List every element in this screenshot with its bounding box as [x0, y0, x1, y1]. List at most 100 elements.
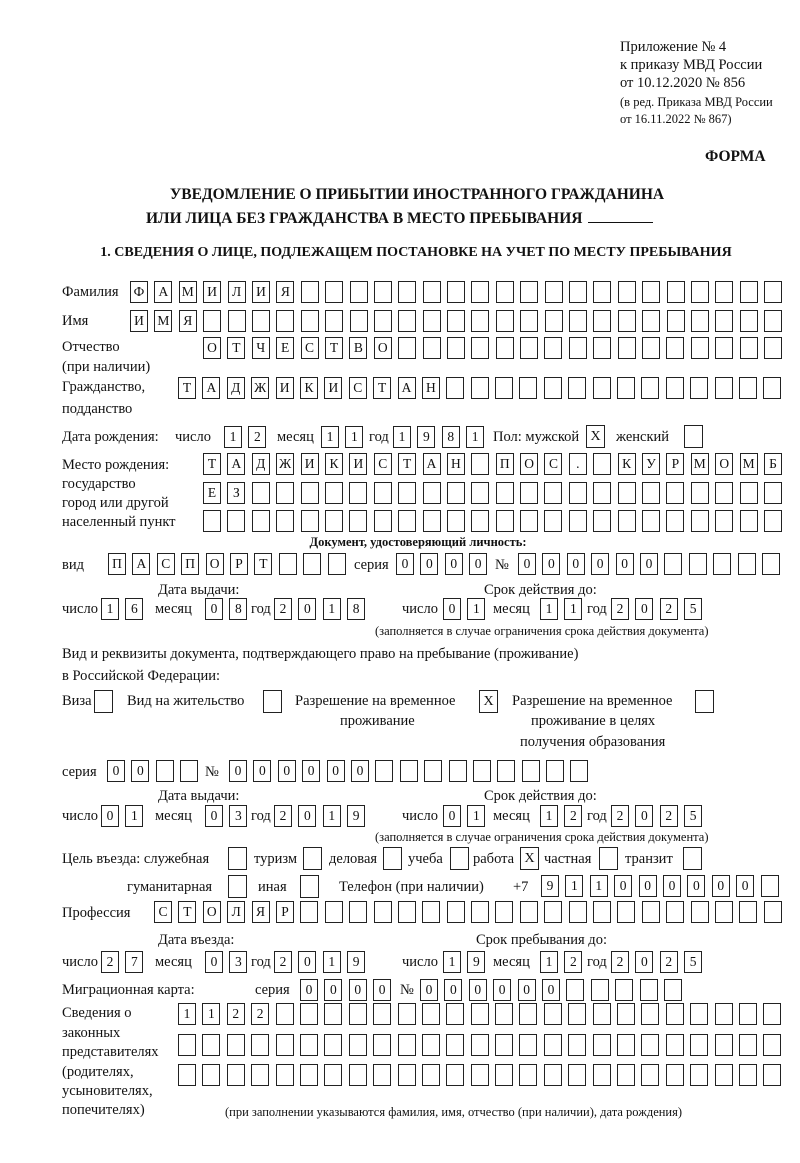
char-box[interactable]: 2 — [611, 598, 629, 620]
char-box[interactable]: 0 — [444, 553, 463, 575]
char-box[interactable] — [397, 901, 416, 923]
char-box[interactable]: 0 — [711, 875, 730, 897]
char-box[interactable] — [543, 1034, 562, 1056]
char-box[interactable]: М — [154, 310, 173, 332]
char-box[interactable]: 0 — [541, 979, 560, 1001]
char-box[interactable]: 1 — [393, 426, 411, 448]
char-box[interactable] — [397, 1064, 416, 1086]
char-box[interactable] — [226, 1034, 245, 1056]
char-box[interactable]: 1 — [322, 598, 341, 620]
char-box[interactable] — [568, 901, 587, 923]
char-box[interactable]: 1 — [467, 598, 486, 620]
char-box[interactable] — [327, 553, 346, 575]
char-box[interactable] — [593, 901, 612, 923]
purpose-official-checkbox[interactable] — [228, 847, 247, 870]
char-box[interactable] — [666, 337, 685, 359]
char-box[interactable] — [519, 377, 538, 399]
char-box[interactable]: 6 — [125, 598, 144, 620]
char-box[interactable] — [519, 1034, 538, 1056]
char-box[interactable] — [300, 310, 319, 332]
char-box[interactable] — [202, 1034, 221, 1056]
char-box[interactable]: 0 — [517, 979, 536, 1001]
char-box[interactable] — [664, 553, 683, 575]
char-box[interactable] — [738, 377, 757, 399]
char-box[interactable] — [688, 553, 707, 575]
char-box[interactable]: 0 — [205, 951, 223, 973]
char-box[interactable] — [713, 553, 732, 575]
char-box[interactable]: М — [739, 453, 758, 475]
char-box[interactable] — [642, 310, 661, 332]
char-box[interactable]: 2 — [564, 805, 583, 827]
char-box[interactable] — [764, 310, 783, 332]
char-box[interactable] — [739, 901, 758, 923]
char-box[interactable] — [398, 510, 417, 532]
purpose-other-checkbox[interactable] — [300, 875, 319, 898]
char-box[interactable] — [715, 310, 734, 332]
char-box[interactable]: Р — [275, 901, 294, 923]
char-box[interactable] — [617, 310, 636, 332]
char-box[interactable] — [375, 760, 394, 782]
char-box[interactable] — [276, 482, 295, 504]
char-box[interactable]: 0 — [469, 553, 488, 575]
char-box[interactable] — [227, 510, 246, 532]
char-box[interactable] — [543, 377, 562, 399]
char-box[interactable] — [690, 337, 709, 359]
char-box[interactable]: С — [300, 337, 319, 359]
reps-field-2[interactable] — [178, 1034, 788, 1056]
char-box[interactable] — [617, 337, 636, 359]
char-box[interactable]: 0 — [253, 760, 272, 782]
char-box[interactable] — [471, 901, 490, 923]
char-box[interactable] — [495, 1003, 514, 1025]
char-box[interactable] — [446, 510, 465, 532]
char-box[interactable] — [665, 1034, 684, 1056]
char-box[interactable] — [397, 1034, 416, 1056]
char-box[interactable] — [690, 281, 709, 303]
char-box[interactable]: М — [690, 453, 709, 475]
char-box[interactable] — [180, 760, 199, 782]
char-box[interactable] — [299, 1003, 318, 1025]
char-box[interactable] — [446, 482, 465, 504]
char-box[interactable] — [447, 310, 466, 332]
char-box[interactable]: Л — [227, 901, 246, 923]
char-box[interactable]: 0 — [298, 951, 317, 973]
char-box[interactable]: 0 — [639, 553, 658, 575]
char-box[interactable]: 0 — [444, 979, 463, 1001]
char-box[interactable]: 0 — [420, 979, 438, 1001]
char-box[interactable]: 0 — [298, 805, 317, 827]
char-box[interactable] — [760, 875, 779, 897]
char-box[interactable] — [520, 281, 539, 303]
char-box[interactable] — [763, 1034, 782, 1056]
char-box[interactable] — [471, 310, 490, 332]
char-box[interactable]: М — [178, 281, 197, 303]
char-box[interactable] — [446, 901, 465, 923]
char-box[interactable] — [471, 281, 490, 303]
char-box[interactable] — [300, 901, 319, 923]
char-box[interactable] — [373, 482, 392, 504]
char-box[interactable] — [568, 482, 587, 504]
char-box[interactable]: 1 — [322, 805, 341, 827]
char-box[interactable] — [470, 1003, 489, 1025]
char-box[interactable] — [251, 1064, 270, 1086]
char-box[interactable] — [739, 510, 758, 532]
char-box[interactable] — [373, 510, 392, 532]
char-box[interactable]: Ч — [251, 337, 270, 359]
char-box[interactable]: Т — [178, 377, 196, 399]
char-box[interactable] — [276, 510, 295, 532]
char-box[interactable] — [251, 510, 270, 532]
char-box[interactable]: 0 — [566, 553, 585, 575]
char-box[interactable] — [738, 1003, 757, 1025]
char-box[interactable] — [641, 1034, 660, 1056]
char-box[interactable]: 0 — [107, 760, 125, 782]
char-box[interactable]: 0 — [348, 979, 367, 1001]
char-box[interactable] — [590, 979, 609, 1001]
char-box[interactable] — [615, 979, 634, 1001]
char-box[interactable] — [642, 510, 661, 532]
char-box[interactable] — [495, 1064, 514, 1086]
char-box[interactable] — [521, 760, 540, 782]
char-box[interactable]: Б — [763, 453, 782, 475]
